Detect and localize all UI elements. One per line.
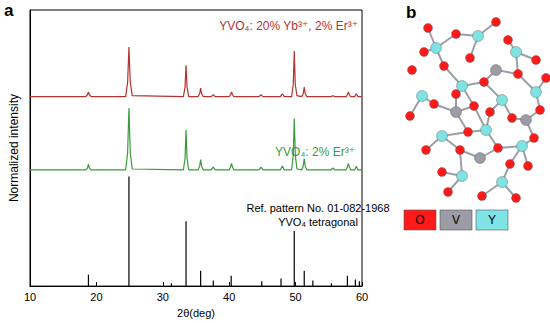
svg-text:Ref. pattern No. 01-082-1968: Ref. pattern No. 01-082-1968 <box>246 202 389 214</box>
svg-text:a: a <box>4 1 14 20</box>
svg-text:2θ(deg): 2θ(deg) <box>177 307 215 319</box>
svg-text:Y: Y <box>488 213 496 227</box>
svg-text:O: O <box>415 213 424 227</box>
svg-text:b: b <box>406 3 416 22</box>
svg-text:60: 60 <box>356 291 368 303</box>
svg-text:V: V <box>452 213 460 227</box>
svg-text:YVO₄: 20% Yb³⁺, 2% Er³⁺: YVO₄: 20% Yb³⁺, 2% Er³⁺ <box>219 19 358 33</box>
svg-text:30: 30 <box>157 291 169 303</box>
svg-text:10: 10 <box>24 291 36 303</box>
svg-text:50: 50 <box>289 291 301 303</box>
svg-text:YVO₄ tetragonal: YVO₄ tetragonal <box>278 216 358 228</box>
svg-text:20: 20 <box>90 291 102 303</box>
svg-text:40: 40 <box>223 291 235 303</box>
svg-text:YVO₄: 2% Er³⁺: YVO₄: 2% Er³⁺ <box>275 145 355 159</box>
svg-text:Normalized intensity: Normalized intensity <box>7 94 21 202</box>
